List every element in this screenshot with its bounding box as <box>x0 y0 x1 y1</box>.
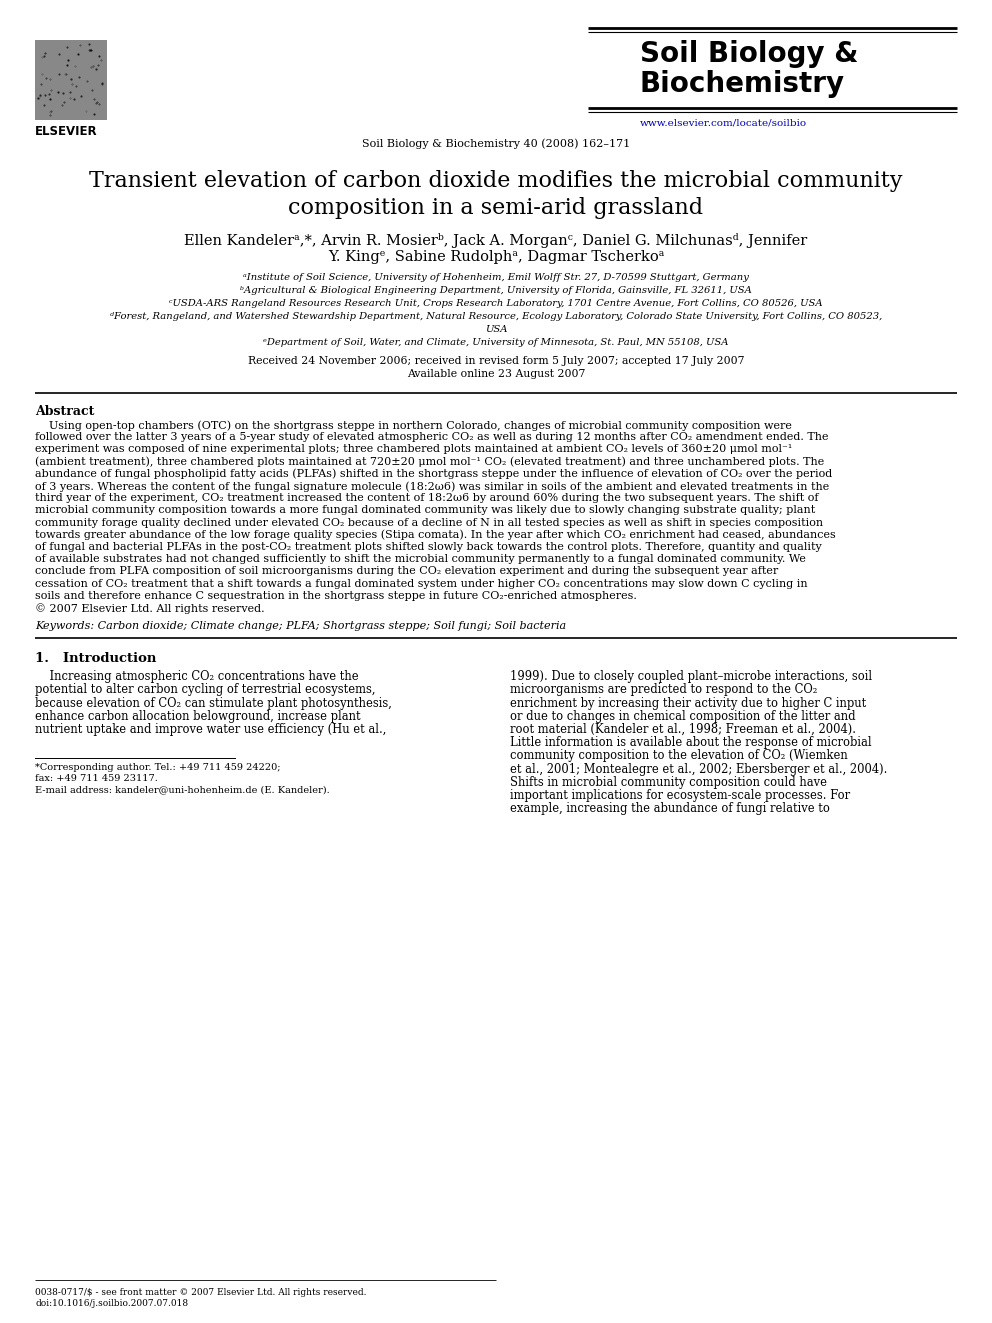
Text: cessation of CO₂ treatment that a shift towards a fungal dominated system under : cessation of CO₂ treatment that a shift … <box>35 578 807 589</box>
Text: Using open-top chambers (OTC) on the shortgrass steppe in northern Colorado, cha: Using open-top chambers (OTC) on the sho… <box>35 419 792 430</box>
Text: ᵇAgricultural & Biological Engineering Department, University of Florida, Gainsv: ᵇAgricultural & Biological Engineering D… <box>240 286 752 295</box>
Text: Shifts in microbial community composition could have: Shifts in microbial community compositio… <box>510 775 827 789</box>
Text: of 3 years. Whereas the content of the fungal signature molecule (18:2ω6) was si: of 3 years. Whereas the content of the f… <box>35 482 829 492</box>
Text: abundance of fungal phospholipid fatty acids (PLFAs) shifted in the shortgrass s: abundance of fungal phospholipid fatty a… <box>35 468 832 479</box>
Text: (ambient treatment), three chambered plots maintained at 720±20 μmol mol⁻¹ CO₂ (: (ambient treatment), three chambered plo… <box>35 456 824 467</box>
Text: *Corresponding author. Tel.: +49 711 459 24220;: *Corresponding author. Tel.: +49 711 459… <box>35 763 281 773</box>
Text: Increasing atmospheric CO₂ concentrations have the: Increasing atmospheric CO₂ concentration… <box>35 671 359 683</box>
Text: enrichment by increasing their activity due to higher C input: enrichment by increasing their activity … <box>510 697 866 709</box>
Text: ᵃInstitute of Soil Science, University of Hohenheim, Emil Wolff Str. 27, D-70599: ᵃInstitute of Soil Science, University o… <box>243 273 749 282</box>
Text: microbial community composition towards a more fungal dominated community was li: microbial community composition towards … <box>35 505 815 516</box>
Text: ELSEVIER: ELSEVIER <box>35 124 97 138</box>
Text: community composition to the elevation of CO₂ (Wiemken: community composition to the elevation o… <box>510 749 848 762</box>
Text: of available substrates had not changed sufficiently to shift the microbial comm: of available substrates had not changed … <box>35 554 806 564</box>
Text: ᶜUSDA-ARS Rangeland Resources Research Unit, Crops Research Laboratory, 1701 Cen: ᶜUSDA-ARS Rangeland Resources Research U… <box>170 299 822 308</box>
Text: Y. Kingᵉ, Sabine Rudolphᵃ, Dagmar Tscherkoᵃ: Y. Kingᵉ, Sabine Rudolphᵃ, Dagmar Tscher… <box>327 250 665 265</box>
Text: USA: USA <box>485 325 507 333</box>
Text: Abstract: Abstract <box>35 405 94 418</box>
Text: because elevation of CO₂ can stimulate plant photosynthesis,: because elevation of CO₂ can stimulate p… <box>35 697 392 709</box>
Bar <box>35 40 107 120</box>
Text: microorganisms are predicted to respond to the CO₂: microorganisms are predicted to respond … <box>510 684 817 696</box>
Text: fax: +49 711 459 23117.: fax: +49 711 459 23117. <box>35 774 158 783</box>
Text: 1999). Due to closely coupled plant–microbe interactions, soil: 1999). Due to closely coupled plant–micr… <box>510 671 872 683</box>
Text: et al., 2001; Montealegre et al., 2002; Ebersberger et al., 2004).: et al., 2001; Montealegre et al., 2002; … <box>510 762 888 775</box>
Text: © 2007 Elsevier Ltd. All rights reserved.: © 2007 Elsevier Ltd. All rights reserved… <box>35 603 265 614</box>
Text: or due to changes in chemical composition of the litter and: or due to changes in chemical compositio… <box>510 710 856 722</box>
Text: Soil Biology & Biochemistry 40 (2008) 162–171: Soil Biology & Biochemistry 40 (2008) 16… <box>362 138 630 148</box>
Text: E-mail address: kandeler@uni-hohenheim.de (E. Kandeler).: E-mail address: kandeler@uni-hohenheim.d… <box>35 785 329 794</box>
Text: soils and therefore enhance C sequestration in the shortgrass steppe in future C: soils and therefore enhance C sequestrat… <box>35 591 637 601</box>
Text: of fungal and bacterial PLFAs in the post-CO₂ treatment plots shifted slowly bac: of fungal and bacterial PLFAs in the pos… <box>35 542 821 552</box>
Text: Biochemistry: Biochemistry <box>640 70 845 98</box>
Text: ᵉDepartment of Soil, Water, and Climate, University of Minnesota, St. Paul, MN 5: ᵉDepartment of Soil, Water, and Climate,… <box>263 337 729 347</box>
Text: Available online 23 August 2007: Available online 23 August 2007 <box>407 369 585 378</box>
Text: experiment was composed of nine experimental plots; three chambered plots mainta: experiment was composed of nine experime… <box>35 445 793 454</box>
Text: followed over the latter 3 years of a 5-year study of elevated atmospheric CO₂ a: followed over the latter 3 years of a 5-… <box>35 433 828 442</box>
Text: example, increasing the abundance of fungi relative to: example, increasing the abundance of fun… <box>510 802 830 815</box>
Text: Little information is available about the response of microbial: Little information is available about th… <box>510 736 872 749</box>
Text: ᵈForest, Rangeland, and Watershed Stewardship Department, Natural Resource, Ecol: ᵈForest, Rangeland, and Watershed Stewar… <box>110 312 882 321</box>
Text: www.elsevier.com/locate/soilbio: www.elsevier.com/locate/soilbio <box>640 118 807 127</box>
Text: root material (Kandeler et al., 1998; Freeman et al., 2004).: root material (Kandeler et al., 1998; Fr… <box>510 722 856 736</box>
Text: Soil Biology &: Soil Biology & <box>640 40 858 67</box>
Text: 0038-0717/$ - see front matter © 2007 Elsevier Ltd. All rights reserved.: 0038-0717/$ - see front matter © 2007 El… <box>35 1289 366 1297</box>
Text: Received 24 November 2006; received in revised form 5 July 2007; accepted 17 Jul: Received 24 November 2006; received in r… <box>248 356 744 366</box>
Text: doi:10.1016/j.soilbio.2007.07.018: doi:10.1016/j.soilbio.2007.07.018 <box>35 1299 188 1308</box>
Text: important implications for ecosystem-scale processes. For: important implications for ecosystem-sca… <box>510 789 850 802</box>
Text: community forage quality declined under elevated CO₂ because of a decline of N i: community forage quality declined under … <box>35 517 823 528</box>
Text: Transient elevation of carbon dioxide modifies the microbial community: Transient elevation of carbon dioxide mo… <box>89 169 903 192</box>
Text: towards greater abundance of the low forage quality species (Stipa comata). In t: towards greater abundance of the low for… <box>35 529 835 540</box>
Text: third year of the experiment, CO₂ treatment increased the content of 18:2ω6 by a: third year of the experiment, CO₂ treatm… <box>35 493 818 503</box>
Text: conclude from PLFA composition of soil microorganisms during the CO₂ elevation e: conclude from PLFA composition of soil m… <box>35 566 779 577</box>
Text: potential to alter carbon cycling of terrestrial ecosystems,: potential to alter carbon cycling of ter… <box>35 684 376 696</box>
Text: Ellen Kandelerᵃ,*, Arvin R. Mosierᵇ, Jack A. Morganᶜ, Daniel G. Milchunasᵈ, Jenn: Ellen Kandelerᵃ,*, Arvin R. Mosierᵇ, Jac… <box>185 233 807 247</box>
Text: enhance carbon allocation belowground, increase plant: enhance carbon allocation belowground, i… <box>35 710 361 722</box>
Text: 1.   Introduction: 1. Introduction <box>35 652 157 665</box>
Text: nutrient uptake and improve water use efficiency (Hu et al.,: nutrient uptake and improve water use ef… <box>35 722 386 736</box>
Text: composition in a semi-arid grassland: composition in a semi-arid grassland <box>289 197 703 220</box>
Text: Keywords: Carbon dioxide; Climate change; PLFA; Shortgrass steppe; Soil fungi; S: Keywords: Carbon dioxide; Climate change… <box>35 622 566 631</box>
